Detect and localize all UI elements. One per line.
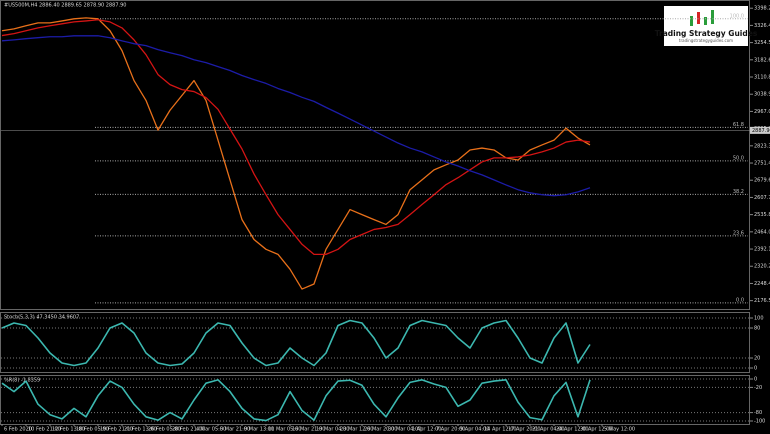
y-tick-label: 3038.94 (754, 92, 770, 98)
main-frame (0, 0, 750, 310)
fib-label: 50.0 (733, 155, 744, 161)
wpr-frame (0, 375, 750, 425)
y-tick-label: 2535.87 (754, 212, 770, 218)
x-tick-label: 9 Apr 04:00 (460, 427, 489, 433)
x-tick-label: 7 Apr 20:00 (436, 427, 465, 433)
y-tick-label: 2464.01 (754, 229, 770, 235)
y-tick-label: 3254.54 (754, 40, 770, 46)
current-price-box (750, 126, 770, 134)
x-tick-label: 18 Feb 05:00 (76, 427, 109, 433)
y-tick-label: 2679.61 (754, 178, 770, 184)
x-tick-label: 5 May 12:00 (604, 427, 635, 433)
logo-icon (704, 17, 707, 25)
y-tick-label: 3182.67 (754, 57, 770, 63)
x-tick-label: 11 Mar 05:00 (268, 427, 301, 433)
x-tick-label: 14 Apr 12:00 (484, 427, 517, 433)
y-tick-label: 100 (754, 316, 764, 322)
y-tick-label: 2751.47 (754, 161, 770, 167)
series-line (1, 19, 591, 255)
fib-label: 0.0 (736, 297, 744, 303)
x-tick-label: 30 Apr 12:00 (580, 427, 613, 433)
x-tick-label: 10 Feb 21:00 (28, 427, 61, 433)
series-line (1, 379, 591, 422)
series-line (1, 35, 591, 197)
y-tick-label: 3326.41 (754, 23, 770, 29)
x-tick-label: 30 Mar 04:00 (388, 427, 421, 433)
y-tick-label: 2320.27 (754, 264, 770, 270)
x-tick-label: 4 Mar 05:00 (196, 427, 226, 433)
main-title: #US500M,H4 2886.40 2889.65 2878.90 2887.… (4, 3, 126, 9)
x-tick-label: 24 Apr 12:00 (556, 427, 589, 433)
y-tick-label: 0 (754, 366, 757, 372)
y-tick-label: 2392.14 (754, 247, 770, 253)
y-tick-label: 0 (754, 377, 757, 383)
x-tick-label: 21 Apr 04:00 (532, 427, 565, 433)
x-tick-label: 28 Feb 21:00 (172, 427, 205, 433)
wpr-title: %R(8) -1.8359 (4, 378, 40, 384)
x-tick-label: 17 Apr 20:00 (508, 427, 541, 433)
y-tick-label: 2607.74 (754, 195, 770, 201)
x-tick-label: 19 Mar 04:00 (316, 427, 349, 433)
stoch-title: Stoch(5,3,3) 47.3450 34.9607 (4, 315, 79, 321)
x-tick-label: 21 Feb 13:00 (124, 427, 157, 433)
x-tick-label: 9 Mar 13:00 (244, 427, 274, 433)
x-tick-label: 26 Feb 05:00 (148, 427, 181, 433)
fib-label: 23.6 (733, 230, 744, 236)
y-tick-label: -20 (754, 385, 762, 391)
x-tick-label: 6 Feb 2020 (4, 427, 32, 433)
logo-icon (690, 16, 693, 26)
y-tick-label: -80 (754, 410, 762, 416)
x-tick-label: 23 Mar 12:00 (340, 427, 373, 433)
logo-icon (697, 12, 700, 24)
fib-label: 61.8 (733, 122, 744, 128)
series-line (1, 17, 591, 290)
x-tick-label: 12 Feb 13:00 (52, 427, 85, 433)
y-tick-label: 3398.28 (754, 6, 770, 12)
x-tick-label: 16 Mar 21:00 (292, 427, 325, 433)
logo: Trading Strategy Guides tradingstrategyg… (655, 6, 758, 46)
y-tick-label: 2967.07 (754, 109, 770, 115)
y-tick-label: 2823.34 (754, 143, 770, 149)
y-tick-label: 80 (754, 326, 760, 332)
y-tick-label: 2248.41 (754, 281, 770, 287)
y-tick-label: 20 (754, 356, 760, 362)
fib-label: 100.0 (730, 13, 744, 19)
series-line (1, 319, 591, 367)
logo-icon (711, 10, 714, 24)
logo-box (664, 6, 748, 46)
y-tick-label: 3110.81 (754, 75, 770, 81)
y-tick-label: 2176.54 (754, 298, 770, 304)
fib-label: 38.2 (733, 189, 744, 195)
y-tick-label: -100 (754, 419, 765, 425)
x-tick-label: 1 Apr 12:00 (412, 427, 441, 433)
logo-url: tradingstrategyguides.com (679, 38, 733, 43)
stoch-frame (0, 312, 750, 373)
x-tick-label: 26 Mar 20:00 (364, 427, 397, 433)
x-tick-label: 19 Feb 21:00 (100, 427, 133, 433)
x-tick-label: 5 Mar 21:00 (220, 427, 250, 433)
logo-title: Trading Strategy Guides (655, 29, 758, 38)
current-price-label: 2887.90 (752, 128, 770, 134)
